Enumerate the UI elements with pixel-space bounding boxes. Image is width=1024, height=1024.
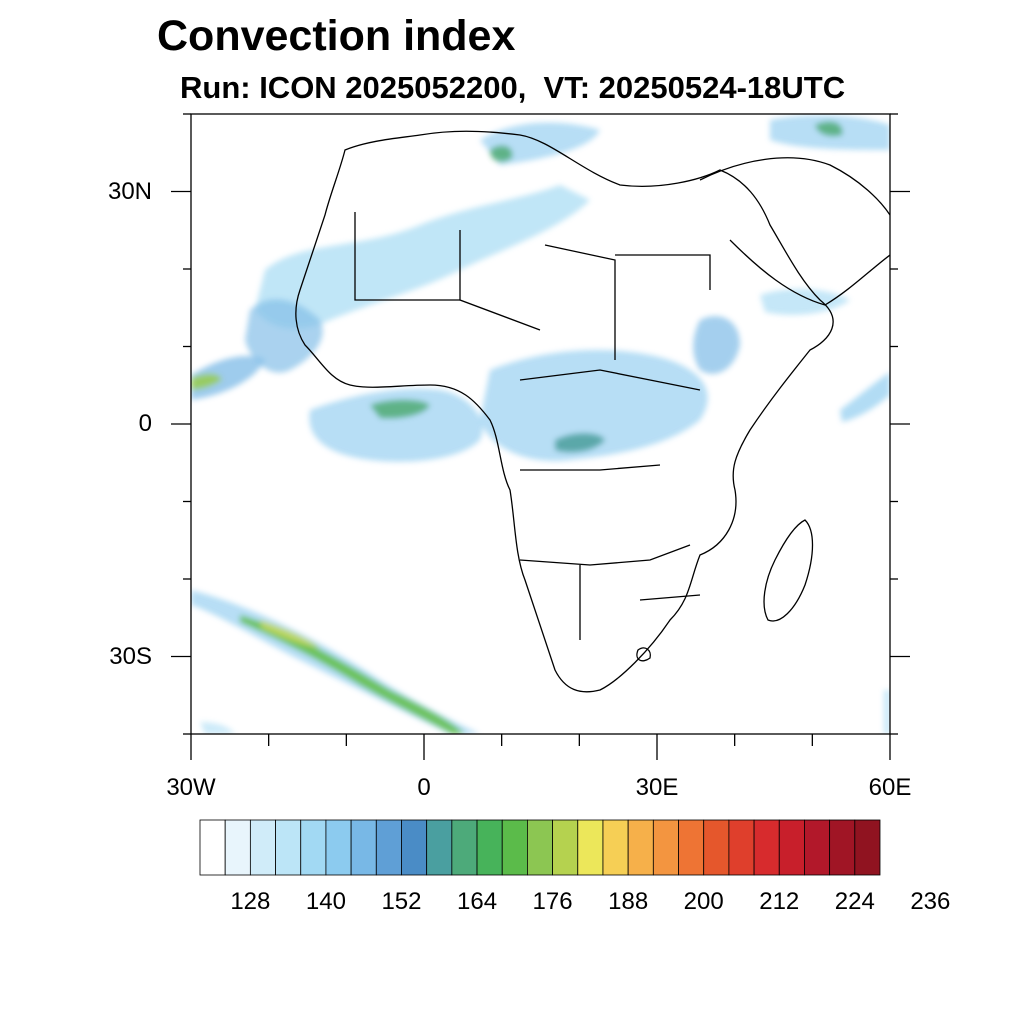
colorbar-label: 236	[910, 888, 951, 915]
colorbar-label: 224	[834, 888, 875, 915]
colorbar-swatch	[501, 819, 528, 876]
ethiopia-patch	[693, 316, 740, 374]
colorbar-swatch	[249, 819, 276, 876]
colorbar-swatch	[778, 819, 805, 876]
x-tick-label: 60E	[868, 774, 912, 801]
frontal-band-peak	[260, 620, 320, 648]
colorbar-swatch	[577, 819, 604, 876]
guinea-core	[370, 399, 430, 419]
chart-title: Convection index	[157, 12, 516, 60]
colorbar-swatch	[401, 819, 428, 876]
colorbar-label: 212	[759, 888, 800, 915]
border-3	[544, 244, 616, 360]
colorbar-swatch	[854, 819, 881, 876]
border-6	[519, 544, 691, 566]
central-core	[555, 433, 605, 453]
colorbar-swatch	[275, 819, 302, 876]
atlas-core	[490, 145, 513, 162]
y-tick-label: 30N	[107, 177, 152, 205]
colorbar-label: 128	[230, 888, 271, 915]
colorbar	[199, 819, 881, 876]
lake-outline	[636, 647, 651, 662]
colorbar-label: 164	[457, 888, 498, 915]
border-8	[615, 254, 711, 290]
arabia-coast	[699, 157, 890, 306]
colorbar-swatch	[476, 819, 503, 876]
colorbar-swatch	[350, 819, 377, 876]
colorbar-label: 176	[532, 888, 573, 915]
colorbar-swatch	[753, 819, 780, 876]
colorbar-swatch	[678, 819, 705, 876]
colorbar-swatch	[652, 819, 679, 876]
colorbar-swatch	[325, 819, 352, 876]
arabia-core	[815, 121, 843, 137]
colorbar-label: 152	[381, 888, 422, 915]
colorbar-label: 200	[683, 888, 724, 915]
colorbar-swatch	[375, 819, 402, 876]
itcz-band-coast	[245, 299, 323, 373]
itcz-band-west	[255, 185, 590, 329]
redsea-patch	[760, 288, 850, 315]
colorbar-swatch	[426, 819, 453, 876]
colorbar-swatch	[703, 819, 730, 876]
border-7	[579, 565, 701, 640]
border-2	[459, 230, 541, 331]
se-corner	[884, 690, 890, 734]
y-tick-label: 0	[138, 410, 152, 437]
colorbar-swatch	[300, 819, 327, 876]
colorbar-swatch	[627, 819, 654, 876]
atlantic-west-core	[191, 373, 222, 390]
africa-coast	[295, 130, 834, 693]
colorbar-swatch	[199, 819, 226, 876]
colorbar-swatch	[728, 819, 755, 876]
guinea-band	[309, 388, 483, 462]
madagascar-coast	[763, 519, 814, 622]
colorbar-swatch	[829, 819, 856, 876]
sw-corner	[200, 722, 235, 734]
indian-band	[840, 372, 890, 422]
chart-subtitle: Run: ICON 2025052200, VT: 20250524-18UTC	[180, 70, 846, 105]
colorbar-swatch	[804, 819, 831, 876]
frontal-band-core	[240, 615, 465, 734]
colorbar-swatch	[527, 819, 553, 876]
atlantic-west	[191, 355, 265, 400]
colorbar-swatch	[552, 819, 579, 876]
x-tick-label: 30W	[166, 774, 216, 801]
colorbar-swatch	[602, 819, 629, 876]
x-tick-label: 0	[417, 774, 431, 801]
border-1	[354, 212, 460, 301]
x-tick-label: 30E	[635, 774, 679, 801]
axis-ticks	[171, 113, 910, 760]
colorbar-swatch	[224, 819, 251, 876]
y-tick-label: 30S	[109, 642, 152, 670]
border-5	[520, 464, 661, 471]
colorbar-label: 188	[608, 888, 649, 915]
border-4	[519, 369, 701, 391]
colorbar-label: 140	[305, 888, 346, 915]
colorbar-swatch	[451, 819, 478, 876]
convection-field	[191, 115, 890, 734]
coastlines	[295, 130, 890, 693]
